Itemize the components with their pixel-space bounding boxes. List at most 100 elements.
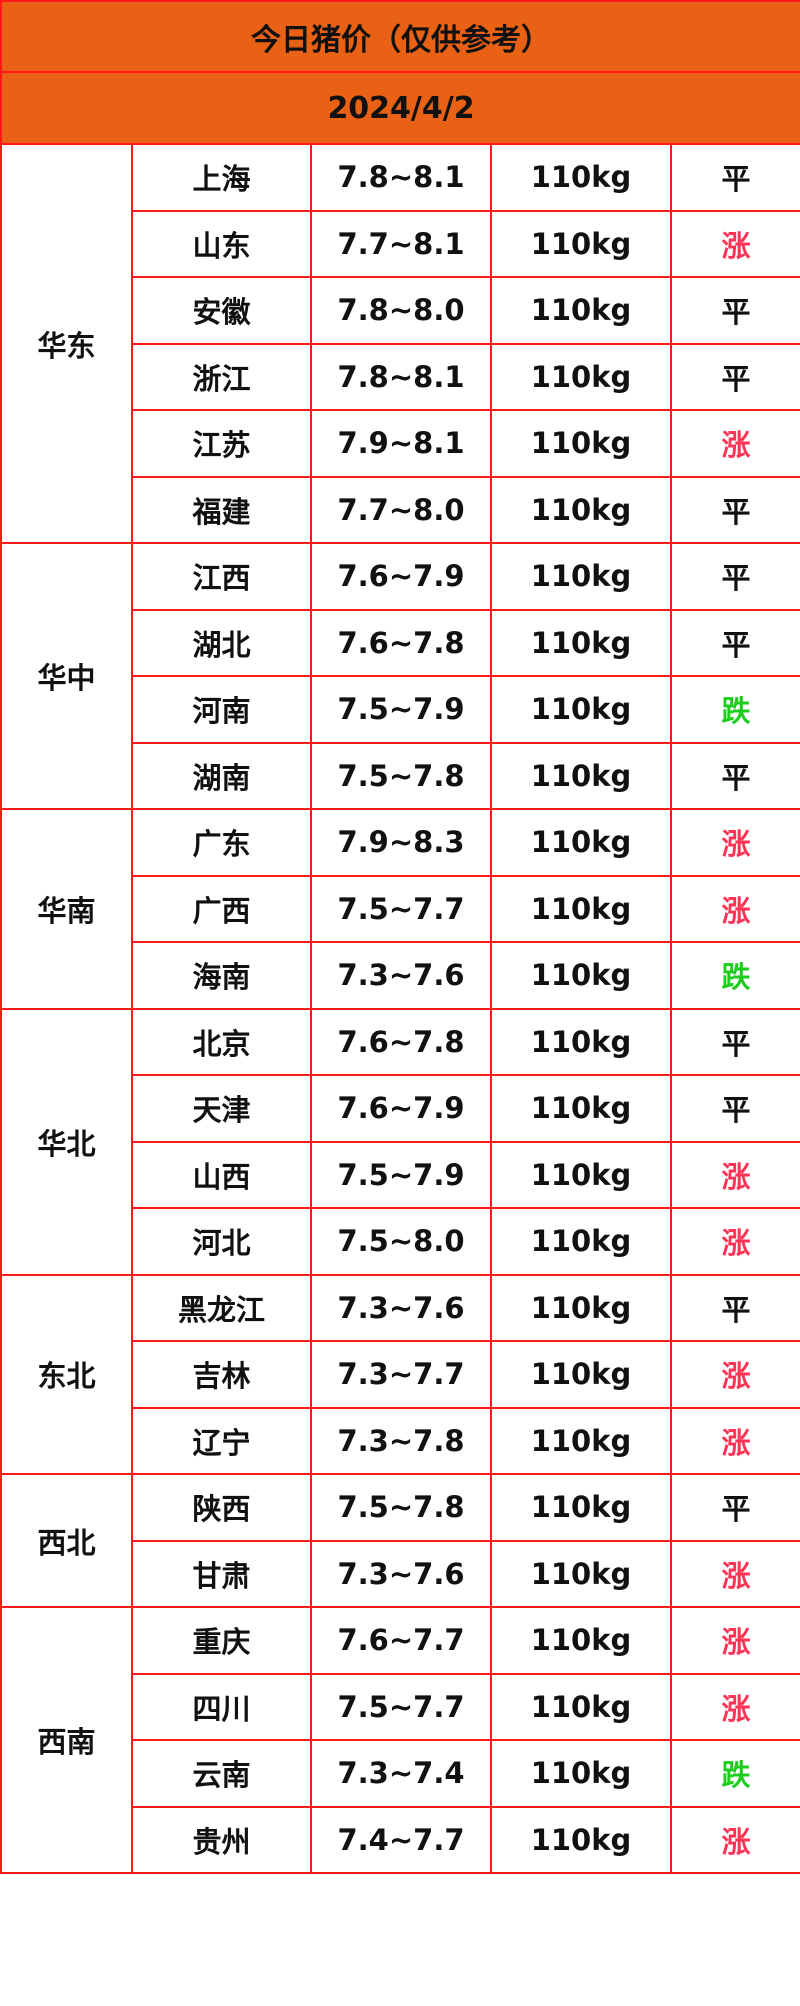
weight-cell: 110kg (490, 143, 672, 212)
province-cell: 海南 (131, 941, 312, 1010)
weight-cell: 110kg (490, 1207, 672, 1276)
province-cell: 四川 (131, 1672, 312, 1741)
price-cell: 7.5~8.0 (310, 1207, 492, 1276)
price-cell: 7.3~7.6 (310, 941, 492, 1010)
region-cell: 华南 (0, 808, 133, 1010)
weight-cell: 110kg (490, 808, 672, 877)
weight-cell: 110kg (490, 1539, 672, 1608)
province-cell: 福建 (131, 475, 312, 544)
province-cell: 湖南 (131, 741, 312, 810)
weight-cell: 110kg (490, 1273, 672, 1342)
weight-cell: 110kg (490, 1340, 672, 1409)
region-cell: 华北 (0, 1007, 133, 1276)
price-cell: 7.7~8.0 (310, 475, 492, 544)
province-cell: 贵州 (131, 1805, 312, 1874)
province-cell: 辽宁 (131, 1406, 312, 1475)
weight-cell: 110kg (490, 675, 672, 744)
weight-cell: 110kg (490, 1140, 672, 1209)
trend-cell: 涨 (669, 874, 800, 943)
trend-cell: 平 (669, 741, 800, 810)
weight-cell: 110kg (490, 409, 672, 478)
trend-cell: 平 (669, 1074, 800, 1143)
price-cell: 7.6~7.9 (310, 542, 492, 611)
price-cell: 7.7~8.1 (310, 209, 492, 278)
table-row: 华东 上海 7.8~8.1 110kg 平 (0, 143, 800, 544)
province-cell: 广西 (131, 874, 312, 943)
province-cell: 甘肃 (131, 1539, 312, 1608)
table-title: 今日猪价（仅供参考） (0, 0, 800, 73)
price-cell: 7.9~8.3 (310, 808, 492, 877)
trend-cell: 平 (669, 143, 800, 212)
table-row: 河南 7.5~7.9 110kg 跌 (1, 675, 800, 744)
province-cell: 陕西 (131, 1473, 312, 1542)
trend-cell: 平 (669, 542, 800, 611)
trend-cell: 平 (669, 475, 800, 544)
province-cell: 上海 (131, 143, 312, 212)
price-cell: 7.3~7.7 (310, 1340, 492, 1409)
price-cell: 7.5~7.9 (310, 675, 492, 744)
price-cell: 7.3~7.4 (310, 1739, 492, 1808)
price-cell: 7.8~8.1 (310, 342, 492, 411)
trend-cell: 涨 (669, 1340, 800, 1409)
weight-cell: 110kg (490, 1805, 672, 1874)
price-cell: 7.5~7.7 (310, 874, 492, 943)
weight-cell: 110kg (490, 209, 672, 278)
region-cell: 西北 (0, 1473, 133, 1608)
weight-cell: 110kg (490, 1406, 672, 1475)
trend-cell: 平 (669, 276, 800, 345)
weight-cell: 110kg (490, 941, 672, 1010)
price-cell: 7.4~7.7 (310, 1805, 492, 1874)
table-row: 河北 7.5~8.0 110kg 涨 (1, 1207, 800, 1276)
trend-cell: 涨 (669, 1672, 800, 1741)
trend-cell: 平 (669, 1273, 800, 1342)
region-cell: 西南 (0, 1606, 133, 1874)
province-cell: 河南 (131, 675, 312, 744)
trend-cell: 涨 (669, 1539, 800, 1608)
trend-cell: 跌 (669, 1739, 800, 1808)
region-cell: 华中 (0, 542, 133, 810)
province-cell: 山西 (131, 1140, 312, 1209)
price-cell: 7.5~7.9 (310, 1140, 492, 1209)
province-cell: 黑龙江 (131, 1273, 312, 1342)
province-cell: 江西 (131, 542, 312, 611)
weight-cell: 110kg (490, 1074, 672, 1143)
trend-cell: 涨 (669, 409, 800, 478)
table-row: 甘肃 7.3~7.6 110kg 涨 (1, 1539, 800, 1608)
province-cell: 湖北 (131, 608, 312, 677)
weight-cell: 110kg (490, 1672, 672, 1741)
table-row: 海南 7.3~7.6 110kg 跌 (1, 941, 800, 1010)
table-row: 四川 7.5~7.7 110kg 涨 (1, 1672, 800, 1741)
trend-cell: 涨 (669, 808, 800, 877)
table-row: 安徽 7.8~8.0 110kg 平 (1, 276, 800, 345)
table-row: 江苏 7.9~8.1 110kg 涨 (1, 409, 800, 478)
trend-cell: 平 (669, 1473, 800, 1542)
region-cell: 东北 (0, 1273, 133, 1475)
weight-cell: 110kg (490, 741, 672, 810)
province-cell: 云南 (131, 1739, 312, 1808)
trend-cell: 涨 (669, 1207, 800, 1276)
trend-cell: 跌 (669, 941, 800, 1010)
weight-cell: 110kg (490, 475, 672, 544)
province-cell: 河北 (131, 1207, 312, 1276)
table-row: 湖北 7.6~7.8 110kg 平 (1, 608, 800, 677)
province-cell: 重庆 (131, 1606, 312, 1675)
table-row: 华南 广东 7.9~8.3 110kg 涨 (0, 808, 800, 1010)
price-cell: 7.8~8.0 (310, 276, 492, 345)
table-row: 山西 7.5~7.9 110kg 涨 (1, 1140, 800, 1209)
province-cell: 安徽 (131, 276, 312, 345)
weight-cell: 110kg (490, 1473, 672, 1542)
trend-cell: 涨 (669, 1406, 800, 1475)
price-cell: 7.6~7.7 (310, 1606, 492, 1675)
trend-cell: 涨 (669, 209, 800, 278)
price-cell: 7.5~7.7 (310, 1672, 492, 1741)
table-row: 天津 7.6~7.9 110kg 平 (1, 1074, 800, 1143)
pig-price-table: 今日猪价（仅供参考） 2024/4/2 华东 上海 7.8~8.1 110kg 平山东 7… (0, 0, 800, 1874)
weight-cell: 110kg (490, 276, 672, 345)
weight-cell: 110kg (490, 1606, 672, 1675)
price-cell: 7.3~7.6 (310, 1273, 492, 1342)
table-row: 浙江 7.8~8.1 110kg 平 (1, 342, 800, 411)
table-row: 云南 7.3~7.4 110kg 跌 (1, 1739, 800, 1808)
trend-cell: 平 (669, 342, 800, 411)
weight-cell: 110kg (490, 874, 672, 943)
trend-cell: 跌 (669, 675, 800, 744)
